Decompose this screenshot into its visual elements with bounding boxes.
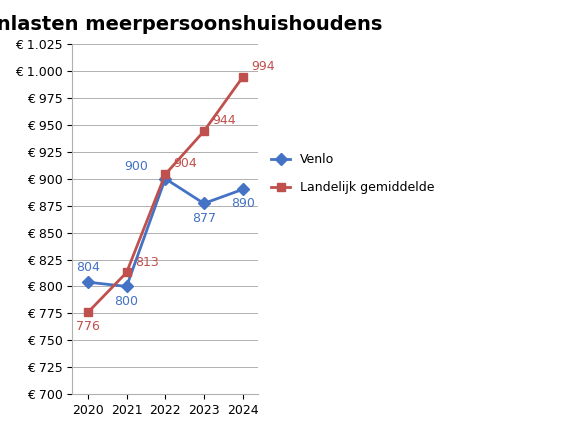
Text: 944: 944 bbox=[212, 114, 236, 127]
Venlo bbox=[123, 284, 130, 289]
Line: Venlo: Venlo bbox=[84, 175, 247, 291]
Venlo bbox=[84, 280, 91, 285]
Venlo bbox=[239, 187, 246, 192]
Text: 904: 904 bbox=[173, 157, 197, 170]
Text: 804: 804 bbox=[76, 261, 100, 274]
Line: Landelijk gemiddelde: Landelijk gemiddelde bbox=[84, 73, 247, 317]
Venlo bbox=[200, 201, 207, 206]
Legend: Venlo, Landelijk gemiddelde: Venlo, Landelijk gemiddelde bbox=[266, 148, 440, 199]
Landelijk gemiddelde bbox=[123, 270, 130, 275]
Landelijk gemiddelde bbox=[162, 172, 169, 177]
Text: 776: 776 bbox=[76, 321, 100, 334]
Text: 994: 994 bbox=[251, 60, 274, 73]
Text: 877: 877 bbox=[192, 212, 216, 225]
Landelijk gemiddelde bbox=[239, 75, 246, 80]
Text: 890: 890 bbox=[231, 197, 254, 210]
Text: 800: 800 bbox=[115, 295, 139, 308]
Landelijk gemiddelde bbox=[200, 129, 207, 134]
Text: 813: 813 bbox=[135, 255, 159, 269]
Landelijk gemiddelde bbox=[84, 310, 91, 315]
Title: Woonlasten meerpersoonshuishoudens: Woonlasten meerpersoonshuishoudens bbox=[0, 15, 382, 34]
Text: 900: 900 bbox=[125, 160, 149, 173]
Venlo bbox=[162, 176, 169, 181]
